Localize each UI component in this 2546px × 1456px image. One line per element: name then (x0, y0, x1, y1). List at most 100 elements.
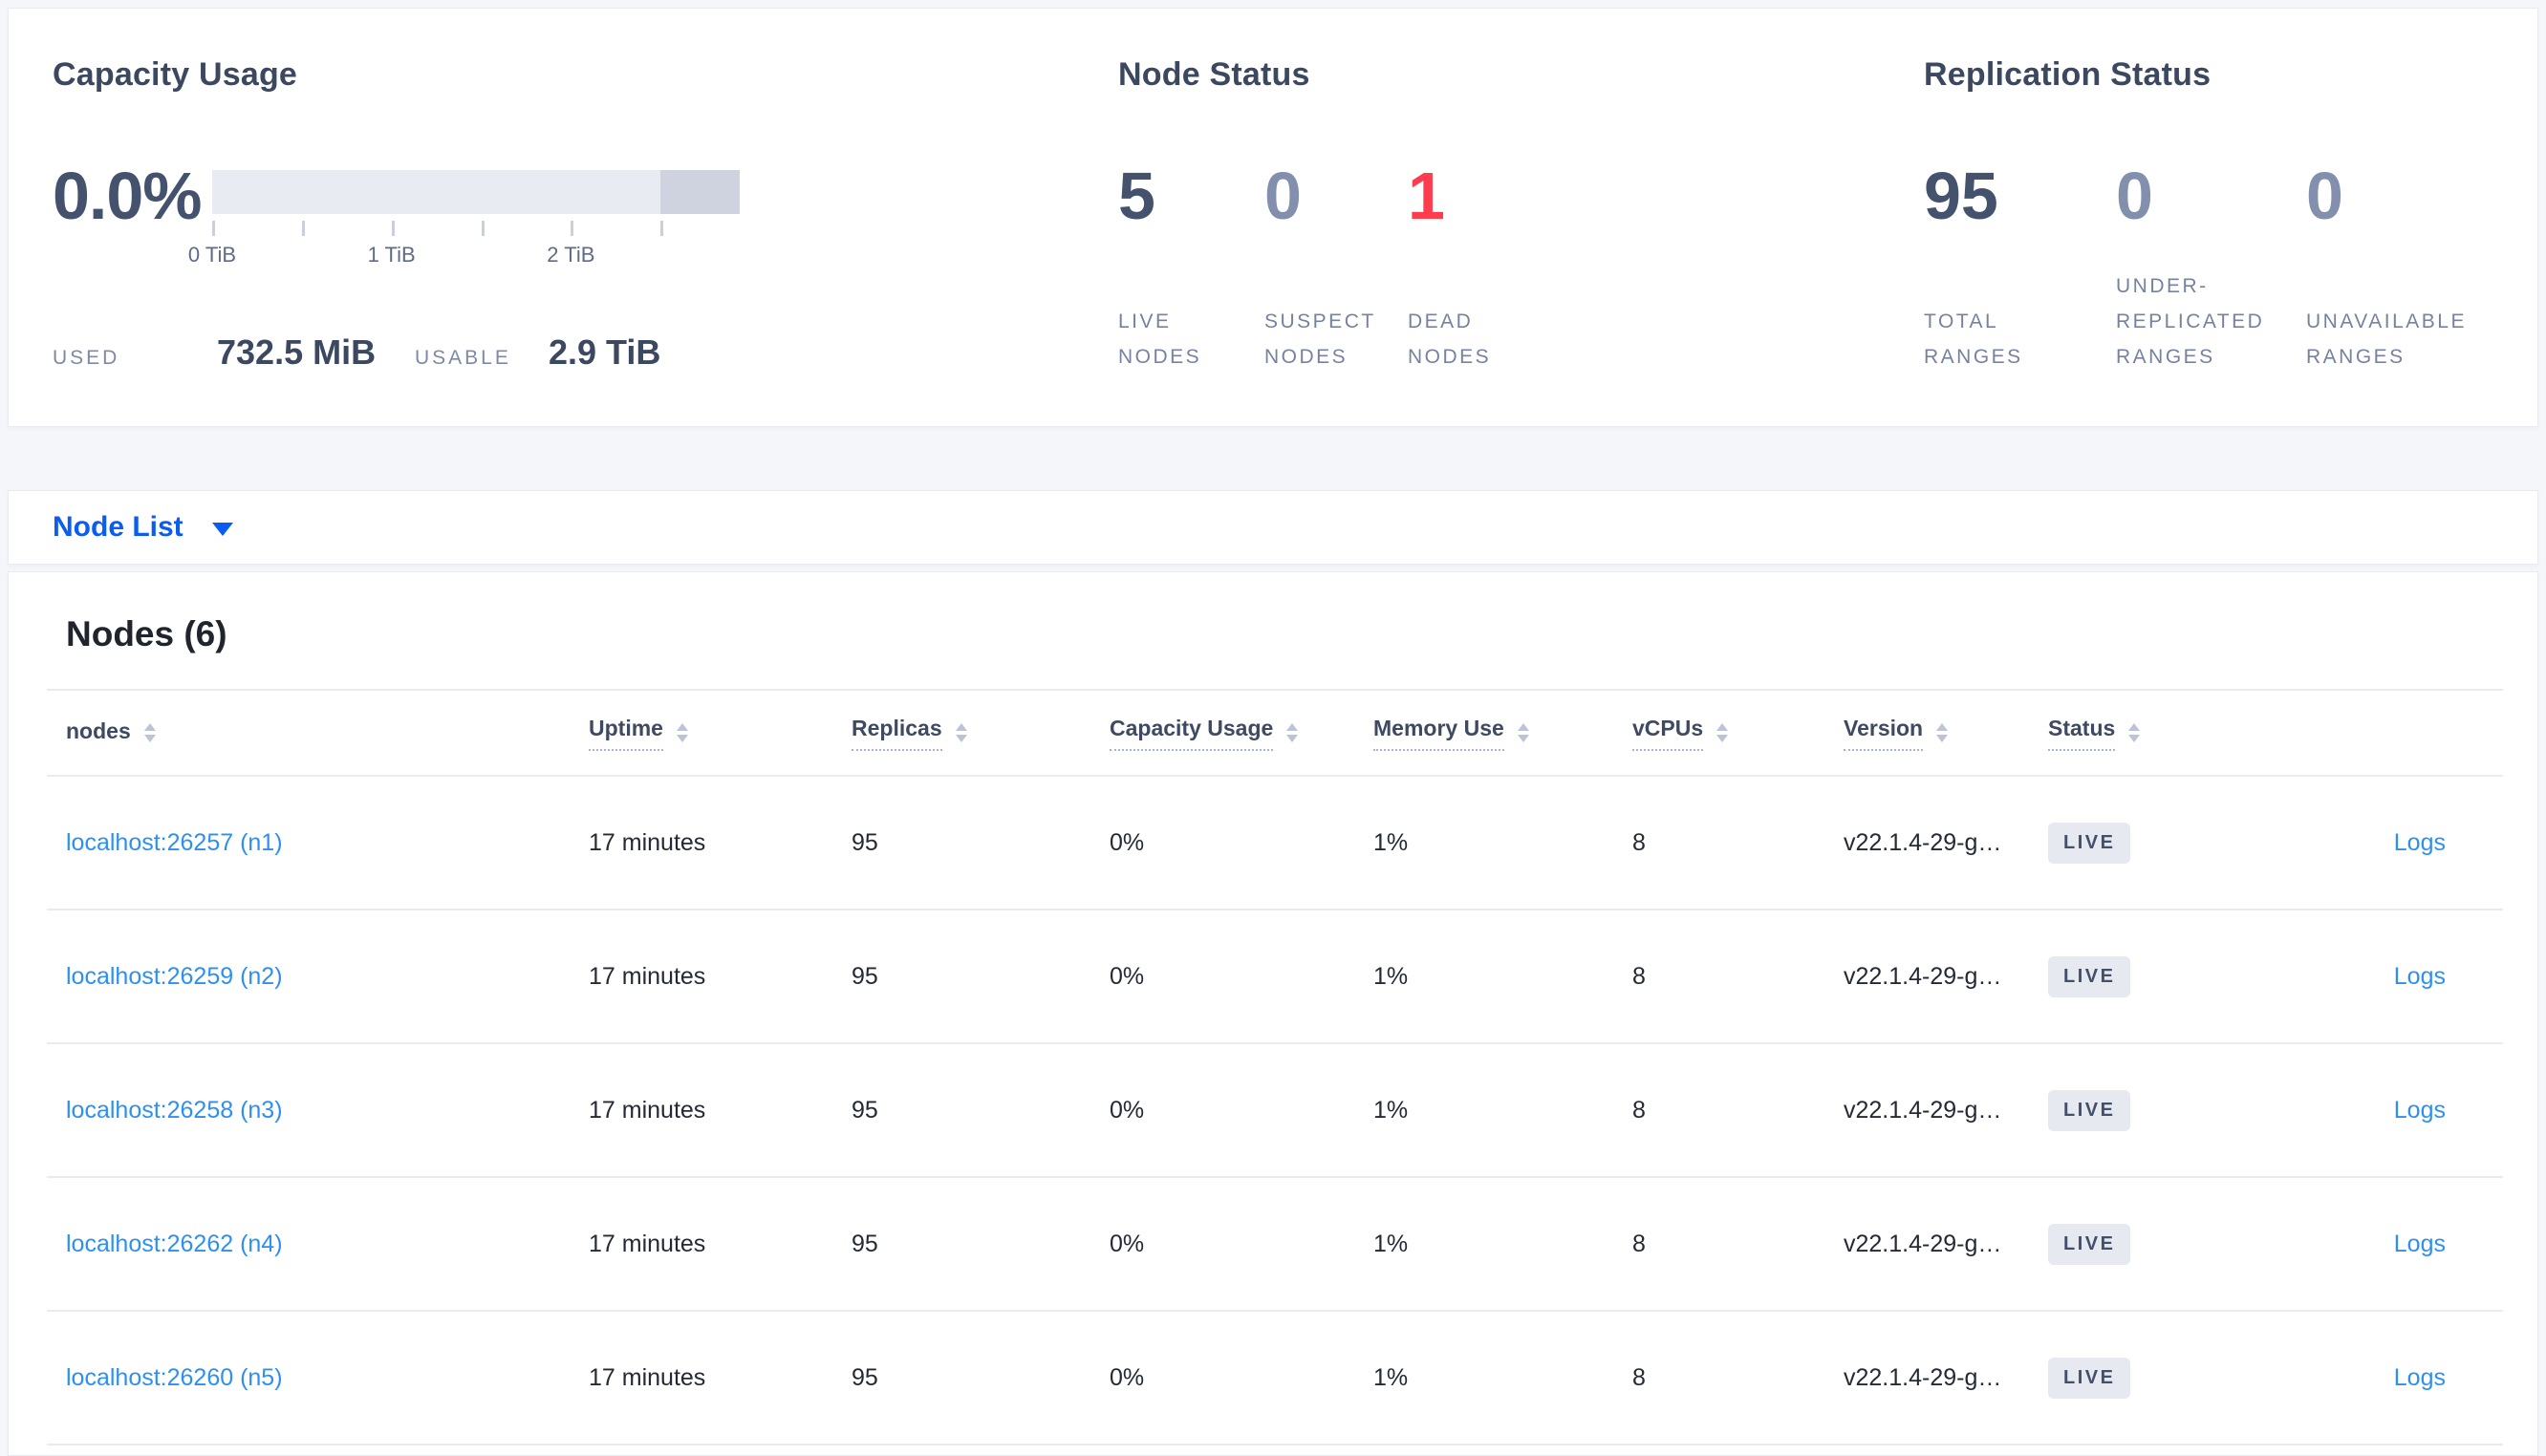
divider (47, 689, 2503, 691)
column-header-vcpus[interactable]: vCPUs (1632, 716, 1844, 751)
logs-link[interactable]: Logs (2393, 1230, 2446, 1257)
nodes-table-header: nodes Uptime Replicas Capacity Usage Mem… (47, 691, 2503, 777)
vcpus-cell: 8 (1632, 1230, 1646, 1257)
vcpus-cell: 8 (1632, 962, 1646, 990)
logs-link[interactable]: Logs (2393, 828, 2446, 856)
column-header-capacity-usage[interactable]: Capacity Usage (1110, 716, 1373, 751)
suspect-nodes-count: 0 (1264, 159, 1302, 233)
replicas-cell: 95 (852, 828, 878, 856)
table-row: localhost:26257 (n1) 17 minutes 95 0% 1%… (47, 777, 2503, 910)
uptime-cell: 17 minutes (589, 1096, 706, 1124)
version-cell: v22.1.4-29-g… (1844, 1363, 2002, 1391)
replicas-cell: 95 (852, 1230, 878, 1257)
under-replicated-ranges-count: 0 (2116, 159, 2153, 233)
table-row: localhost:26259 (n2) 17 minutes 95 0% 1%… (47, 910, 2503, 1044)
tick-label-2tib: 2 TiB (547, 243, 595, 267)
status-badge: LIVE (2048, 955, 2131, 997)
sort-icon[interactable] (955, 723, 967, 742)
sort-icon[interactable] (1716, 723, 1729, 742)
uptime-cell: 17 minutes (589, 962, 706, 990)
column-header-uptime[interactable]: Uptime (589, 716, 852, 751)
tick-label-1tib: 1 TiB (367, 243, 416, 267)
node-status-section: Node Status 5 0 1 LIVE NODES SUSPECT NOD… (1118, 9, 1924, 426)
used-value: 732.5 MiB (217, 332, 377, 372)
version-cell: v22.1.4-29-g… (1844, 1230, 2002, 1257)
replication-status-title: Replication Status (1924, 56, 2212, 93)
sort-icon[interactable] (143, 723, 156, 742)
memory-cell: 1% (1373, 962, 1409, 990)
nodes-table: nodes Uptime Replicas Capacity Usage Mem… (47, 691, 2503, 1445)
capacity-usage-section: Capacity Usage 0.0% 0 TiB 1 TiB (53, 9, 1118, 426)
dead-nodes-label: DEAD NODES (1408, 310, 1492, 368)
node-link[interactable]: localhost:26257 (n1) (66, 828, 283, 856)
replicas-cell: 95 (852, 962, 878, 990)
uptime-cell: 17 minutes (589, 1230, 706, 1257)
total-ranges-count: 95 (1924, 159, 1998, 233)
logs-link[interactable]: Logs (2393, 1096, 2446, 1124)
node-link[interactable]: localhost:26258 (n3) (66, 1096, 283, 1124)
status-badge: LIVE (2048, 1089, 2131, 1131)
unavailable-ranges-label: UNAVAILABLE RANGES (2306, 310, 2467, 368)
replicas-cell: 95 (852, 1363, 878, 1391)
column-header-status[interactable]: Status (2048, 716, 2277, 751)
capacity-cell: 0% (1110, 1363, 1145, 1391)
capacity-bar-reserved-segment (660, 170, 740, 214)
logs-link[interactable]: Logs (2393, 1363, 2446, 1391)
usable-value: 2.9 TiB (549, 332, 661, 372)
capacity-usage-bar: 0 TiB 1 TiB 2 TiB (188, 170, 740, 271)
capacity-cell: 0% (1110, 1096, 1145, 1124)
sort-icon[interactable] (1286, 723, 1299, 742)
status-badge: LIVE (2048, 1357, 2131, 1399)
sort-icon[interactable] (1936, 723, 1949, 742)
table-row: localhost:26260 (n5) 17 minutes 95 0% 1%… (47, 1312, 2503, 1445)
capacity-cell: 0% (1110, 962, 1145, 990)
chevron-down-icon (211, 523, 233, 536)
status-badge: LIVE (2048, 1223, 2131, 1265)
table-row: localhost:26258 (n3) 17 minutes 95 0% 1%… (47, 1044, 2503, 1178)
vcpus-cell: 8 (1632, 1096, 1646, 1124)
under-replicated-ranges-label: UNDER- REPLICATED RANGES (2116, 275, 2265, 368)
uptime-cell: 17 minutes (589, 1363, 706, 1391)
node-link[interactable]: localhost:26260 (n5) (66, 1363, 283, 1391)
memory-cell: 1% (1373, 1096, 1409, 1124)
view-selector-label[interactable]: Node List (53, 511, 183, 543)
status-badge: LIVE (2048, 822, 2131, 864)
capacity-bar-track (212, 170, 740, 214)
unavailable-ranges-count: 0 (2306, 159, 2343, 233)
memory-cell: 1% (1373, 1363, 1409, 1391)
capacity-bar-ticks (212, 221, 740, 238)
nodes-heading: Nodes (6) (66, 614, 227, 653)
column-header-version[interactable]: Version (1844, 716, 2048, 751)
sort-icon[interactable] (1517, 723, 1529, 742)
uptime-cell: 17 minutes (589, 828, 706, 856)
capacity-percent-value: 0.0% (53, 159, 203, 233)
replication-status-section: Replication Status 95 0 0 TOTAL RANGES U… (1924, 9, 2537, 426)
column-header-memory-use[interactable]: Memory Use (1373, 716, 1632, 751)
vcpus-cell: 8 (1632, 828, 1646, 856)
column-header-replicas[interactable]: Replicas (852, 716, 1110, 751)
memory-cell: 1% (1373, 828, 1409, 856)
vcpus-cell: 8 (1632, 1363, 1646, 1391)
node-status-title: Node Status (1118, 56, 1310, 93)
view-selector[interactable]: Node List (8, 490, 2538, 565)
total-ranges-label: TOTAL RANGES (1924, 310, 2023, 368)
sort-icon[interactable] (676, 723, 688, 742)
node-link[interactable]: localhost:26259 (n2) (66, 962, 283, 990)
memory-cell: 1% (1373, 1230, 1409, 1257)
usable-label: USABLE (415, 347, 511, 369)
dead-nodes-count: 1 (1408, 159, 1445, 233)
sort-icon[interactable] (2128, 723, 2141, 742)
capacity-cell: 0% (1110, 1230, 1145, 1257)
suspect-nodes-label: SUSPECT NODES (1264, 310, 1376, 368)
replicas-cell: 95 (852, 1096, 878, 1124)
cluster-summary-card: Capacity Usage 0.0% 0 TiB 1 TiB (8, 8, 2538, 427)
table-row: localhost:26262 (n4) 17 minutes 95 0% 1%… (47, 1178, 2503, 1312)
used-label: USED (53, 347, 120, 369)
live-nodes-label: LIVE NODES (1118, 310, 1202, 368)
live-nodes-count: 5 (1118, 159, 1155, 233)
tick-label-0tib: 0 TiB (187, 243, 237, 267)
nodes-panel: Nodes (6) nodes Uptime Replicas Capacity… (8, 571, 2538, 1456)
column-header-nodes[interactable]: nodes (47, 718, 589, 748)
node-link[interactable]: localhost:26262 (n4) (66, 1230, 283, 1257)
logs-link[interactable]: Logs (2393, 962, 2446, 990)
